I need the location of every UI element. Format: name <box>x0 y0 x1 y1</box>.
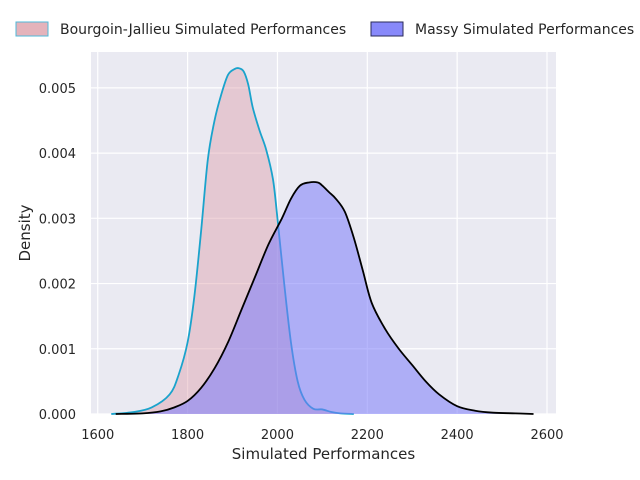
x-tick-label: 2200 <box>351 428 384 443</box>
series-layer <box>111 67 534 415</box>
x-axis-label: Simulated Performances <box>232 445 416 463</box>
legend-label-bourgoin-jallieu: Bourgoin-Jallieu Simulated Performances <box>60 22 346 38</box>
x-tick-label: 2000 <box>261 428 294 443</box>
y-axis-label: Density <box>16 204 34 261</box>
x-tick-label: 2400 <box>441 428 474 443</box>
legend-label-massy: Massy Simulated Performances <box>415 22 634 38</box>
y-tick-label: 0.002 <box>39 278 76 293</box>
y-tick-label: 0.004 <box>39 147 76 162</box>
density-fill-bourgoin-jallieu <box>111 68 354 415</box>
density-fill-massy <box>115 182 534 414</box>
y-tick-label: 0.001 <box>39 343 76 358</box>
density-line-massy <box>115 181 534 415</box>
legend-entry-bourgoin-jallieu[interactable]: Bourgoin-Jallieu Simulated Performances <box>15 21 346 38</box>
tick-labels: 1600 1800 2000 2200 2400 2600 0.000 0.001 0.002 0… <box>39 82 564 443</box>
x-tick-label: 2600 <box>530 428 563 443</box>
y-tick-label: 0.005 <box>39 82 76 97</box>
y-tick-label: 0.000 <box>39 408 76 423</box>
legend: Bourgoin-Jallieu Simulated Performances … <box>15 21 634 38</box>
legend-entry-massy[interactable]: Massy Simulated Performances <box>370 21 634 38</box>
legend-swatch-massy <box>370 21 404 37</box>
x-tick-label: 1600 <box>81 428 114 443</box>
y-tick-label: 0.003 <box>39 212 76 227</box>
x-tick-label: 1800 <box>171 428 204 443</box>
legend-swatch-bourgoin-jallieu <box>15 21 49 37</box>
